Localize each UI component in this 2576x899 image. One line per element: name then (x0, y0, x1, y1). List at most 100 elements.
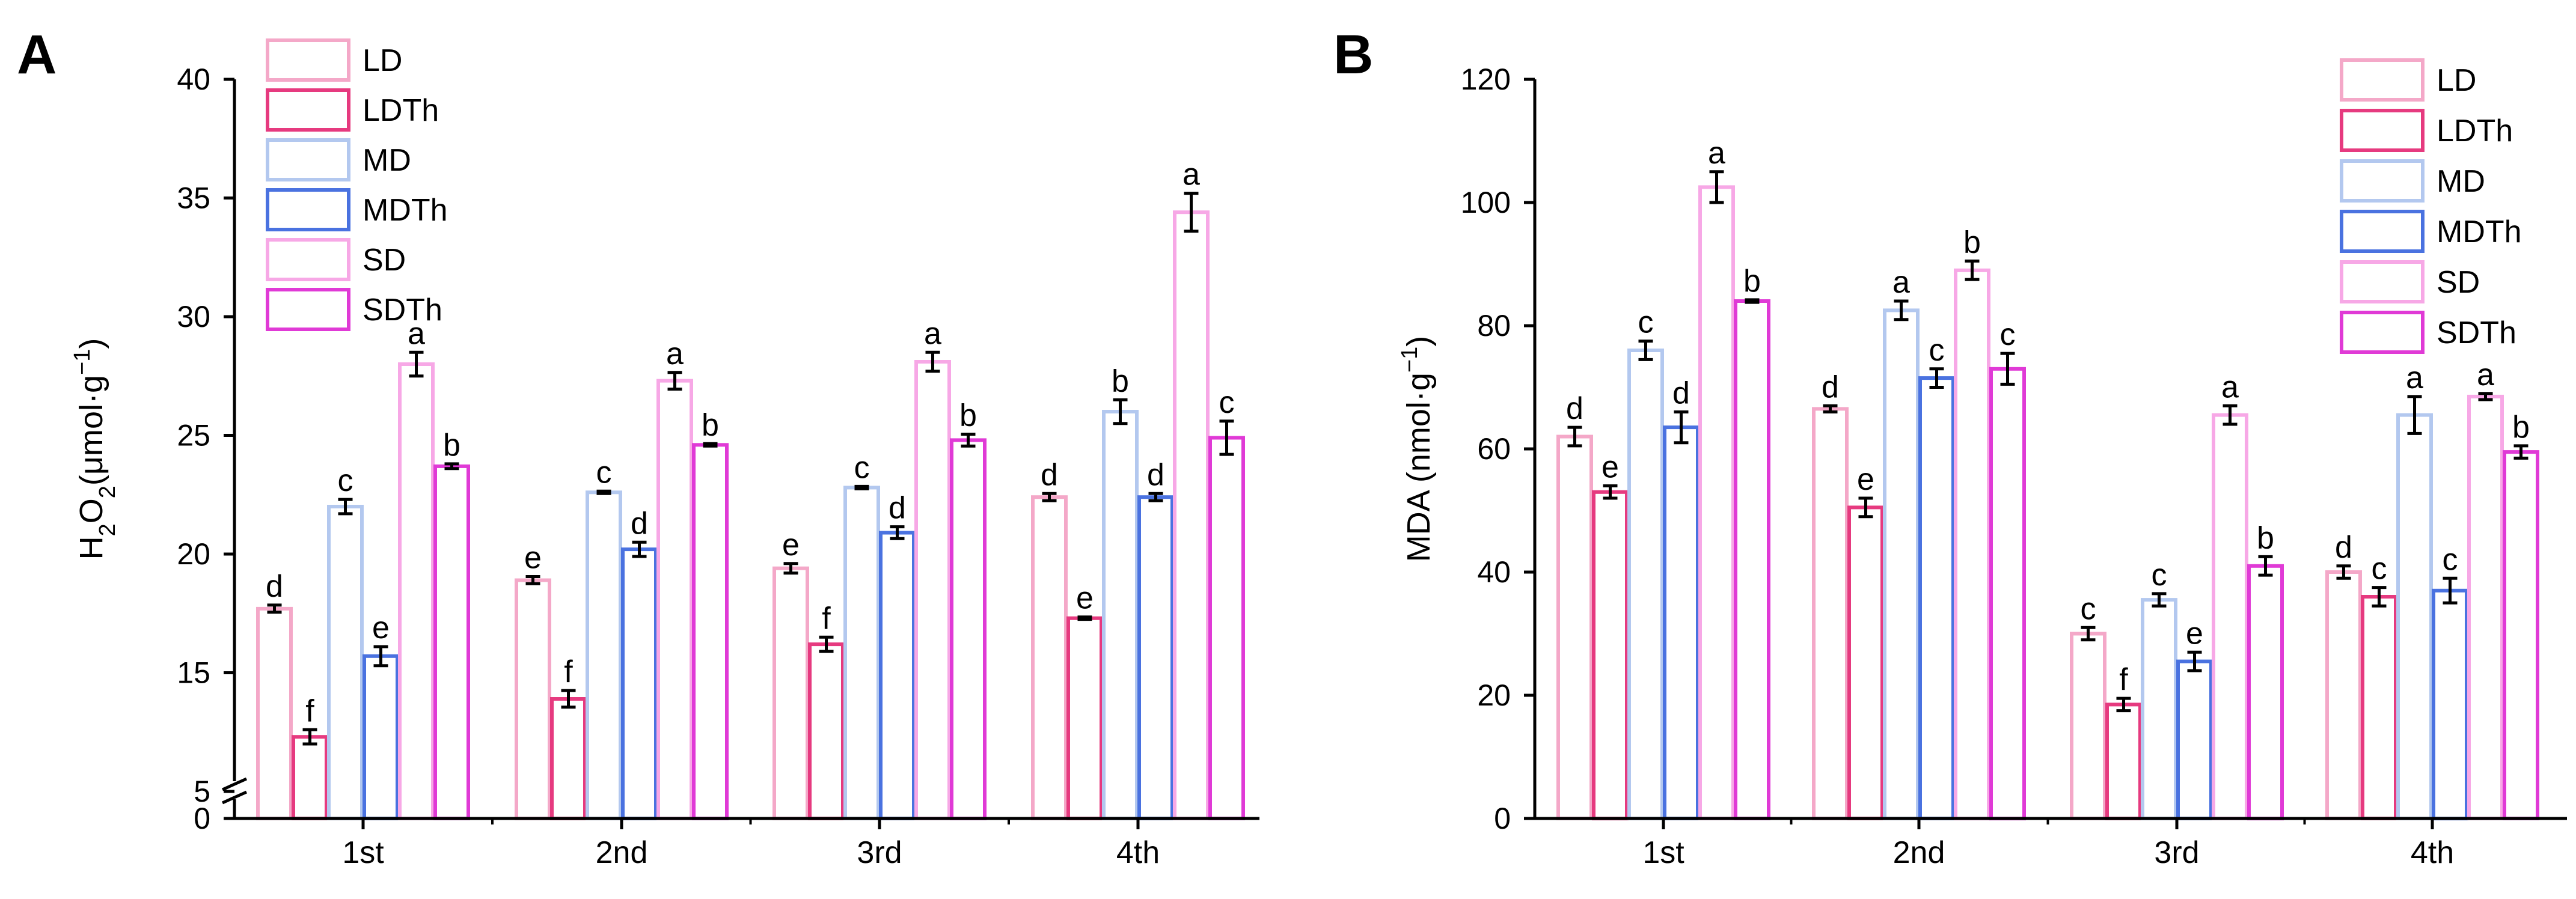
bar-sdth-4th (2503, 450, 2539, 820)
bar-ldth-4th (1066, 616, 1103, 820)
y-tick-label: 15 (177, 656, 210, 690)
legend-label-sd: SD (2437, 265, 2480, 300)
legend-swatch-sd (2340, 260, 2425, 303)
x-tick-label: 3rd (857, 835, 902, 870)
legend-swatch-mdth (2340, 210, 2425, 253)
error-bar-ld-1st (1567, 425, 1582, 448)
bar-ldth-3rd (808, 642, 845, 820)
significance-letter: d (1041, 457, 1058, 492)
significance-letter: e (1076, 581, 1094, 616)
legend-swatch-md (266, 138, 350, 181)
bar-ldth-2nd (1847, 505, 1884, 820)
legend-swatch-ld (2340, 58, 2425, 102)
legend-label-mdth: MDTh (363, 193, 448, 228)
bar-sdth-3rd (950, 438, 987, 820)
bar-sdth-2nd (692, 443, 729, 820)
bar-sd-2nd (656, 379, 693, 820)
bar-ldth-1st (292, 735, 328, 820)
significance-letter: e (2186, 616, 2203, 651)
significance-letter: a (924, 316, 941, 351)
error-bar-ldth-3rd (819, 635, 834, 653)
y-tick-label: 120 (1461, 62, 1511, 96)
y-tick-label: 80 (1477, 309, 1511, 343)
y-tick-label: 35 (177, 181, 210, 215)
error-bar-md-1st (1638, 340, 1653, 361)
error-bar-md-3rd (854, 484, 869, 490)
bar-ld-4th (2325, 570, 2362, 820)
bar-sdth-2nd (1989, 367, 2026, 821)
error-bar-md-3rd (2152, 592, 2167, 608)
significance-letter: f (305, 693, 314, 728)
error-bar-ld-2nd (525, 575, 540, 585)
bar-md-1st (327, 505, 364, 820)
legend-swatch-mdth (266, 188, 350, 231)
error-bar-md-2nd (596, 489, 611, 495)
y-tick-label: 25 (177, 419, 210, 453)
y-tick-label: 100 (1461, 186, 1511, 219)
x-tick-label: 4th (1116, 835, 1160, 870)
significance-letter: e (782, 528, 800, 562)
error-bar-sdth-1st (1745, 298, 1760, 304)
legend-label-ldth: LDTh (2437, 114, 2513, 148)
legend-label-ld: LD (2437, 63, 2476, 98)
bar-mdth-3rd (879, 531, 916, 820)
error-bar-sdth-4th (2513, 444, 2529, 460)
axis-break-mark-upper (221, 777, 248, 791)
significance-letter: c (2081, 591, 2096, 626)
bar-md-2nd (1883, 308, 1920, 820)
legend-swatch-sd (266, 238, 350, 281)
significance-letter: c (2443, 542, 2458, 577)
significance-letter: b (1743, 264, 1761, 299)
significance-letter: c (2152, 558, 2167, 593)
panel-a: d e e d f f f e c c c b e d d d a a a a b b b c 05 15 20 25 30 35 40 1s… (70, 38, 1259, 870)
legend-label-mdth: MDTh (2437, 215, 2522, 249)
x-tick-label: 3rd (2154, 835, 2199, 870)
significance-letter: a (2406, 361, 2423, 395)
error-bar-sdth-2nd (703, 442, 718, 448)
bar-ld-2nd (515, 578, 551, 820)
significance-letter: e (524, 541, 542, 576)
significance-letter: a (1182, 157, 1200, 192)
error-bar-ldth-1st (302, 728, 317, 746)
bar-mdth-3rd (2176, 659, 2213, 820)
significance-letter: b (2257, 520, 2274, 555)
y-tick-label: 5 (194, 775, 210, 808)
error-bar-md-2nd (1894, 299, 1909, 322)
panel-label-b: B (1333, 24, 1373, 85)
error-bar-ldth-4th (1077, 615, 1092, 621)
significance-letter: b (2512, 410, 2530, 445)
error-bar-sd-4th (1184, 192, 1199, 233)
significance-letter: d (631, 506, 648, 541)
significance-letter: d (1822, 370, 1839, 404)
bar-sd-2nd (1954, 268, 1990, 821)
significance-letter: a (1892, 265, 1910, 300)
error-bar-ldth-1st (1603, 484, 1618, 500)
bar-ldth-3rd (2105, 702, 2142, 821)
significance-letter: a (666, 337, 684, 371)
error-bar-ld-2nd (1823, 404, 1838, 413)
legend-label-md: MD (2437, 164, 2485, 199)
significance-letter: d (1147, 457, 1164, 492)
bar-md-3rd (2141, 598, 2177, 820)
error-bar-sd-2nd (667, 371, 682, 391)
error-bar-sdth-3rd (961, 433, 976, 448)
significance-letter: a (2221, 370, 2239, 404)
bar-md-4th (1102, 410, 1139, 820)
significance-letter: b (1963, 225, 1981, 260)
y-tick-label: 20 (1477, 678, 1511, 712)
legend-label-sdth: SDTh (363, 293, 442, 328)
bar-sd-3rd (914, 360, 951, 820)
significance-letter: c (338, 463, 353, 498)
error-bar-sd-1st (1709, 170, 1724, 204)
legend-label-md: MD (363, 143, 411, 178)
error-bar-ld-1st (267, 603, 282, 614)
bar-sd-4th (1173, 210, 1210, 820)
significance-letter: c (854, 450, 870, 485)
bar-sdth-1st (433, 464, 470, 820)
significance-letter: d (889, 491, 906, 526)
significance-letter: e (372, 611, 390, 645)
significance-letter: c (1219, 385, 1235, 420)
x-tick-label: 1st (342, 835, 384, 870)
axis-break-mark-lower (221, 790, 248, 805)
y-tick-label: 60 (1477, 432, 1511, 466)
